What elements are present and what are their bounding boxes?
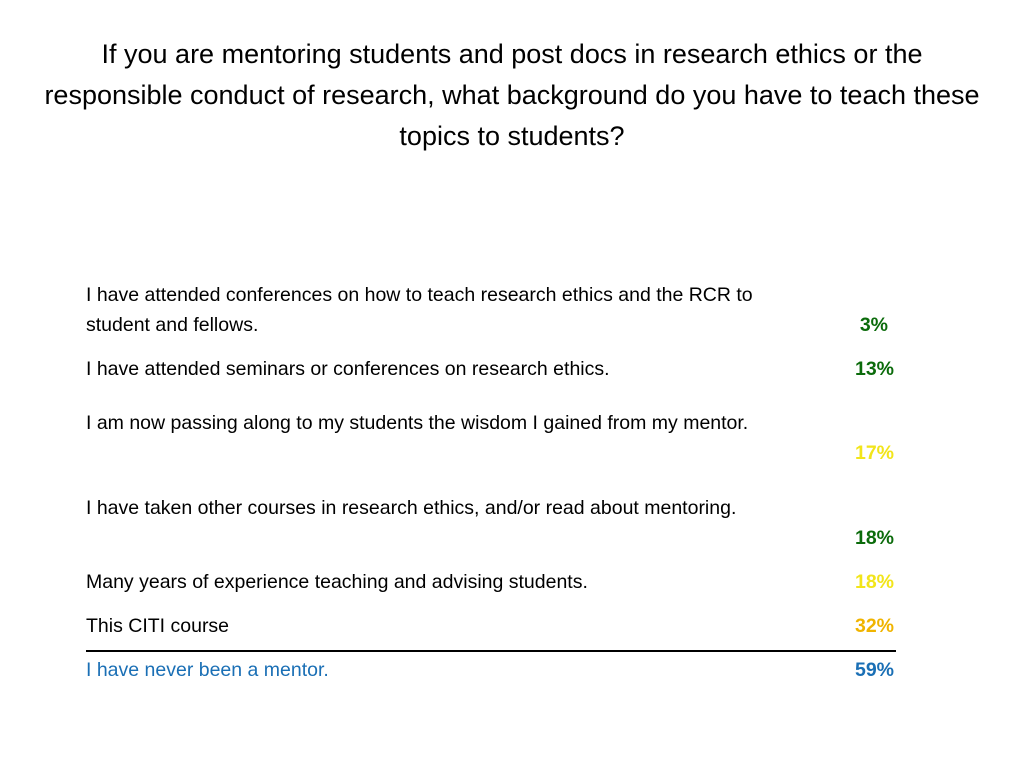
result-row: I have attended seminars or conferences …: [86, 354, 896, 384]
result-row: I have attended conferences on how to te…: [86, 280, 896, 340]
result-row: Many years of experience teaching and ad…: [86, 567, 896, 597]
answer-percent: 18%: [854, 527, 894, 549]
answer-percent: 59%: [854, 659, 894, 681]
answer-label: I have never been a mentor.: [86, 659, 329, 681]
answer-label: I am now passing along to my students th…: [86, 412, 749, 434]
result-row: This CITI course 32%: [86, 611, 896, 641]
result-row: I have taken other courses in research e…: [86, 493, 896, 553]
answer-percent: 17%: [854, 442, 894, 464]
answer-percent: 13%: [854, 358, 894, 380]
result-row: I have never been a mentor. 59%: [86, 655, 896, 685]
result-row: I am now passing along to my students th…: [86, 408, 896, 468]
answer-percent: 18%: [854, 571, 894, 593]
table-divider: [86, 650, 896, 652]
answer-label: I have attended seminars or conferences …: [86, 358, 610, 380]
answer-label: I have attended conferences on how to te…: [86, 284, 753, 336]
answer-label: This CITI course: [86, 615, 230, 637]
answer-percent: 32%: [854, 615, 894, 637]
answer-percent: 3%: [859, 314, 888, 336]
answer-label: Many years of experience teaching and ad…: [86, 571, 588, 593]
slide-title: If you are mentoring students and post d…: [44, 39, 980, 151]
results-table: I have attended conferences on how to te…: [86, 280, 896, 685]
answer-label: I have taken other courses in research e…: [86, 497, 737, 519]
